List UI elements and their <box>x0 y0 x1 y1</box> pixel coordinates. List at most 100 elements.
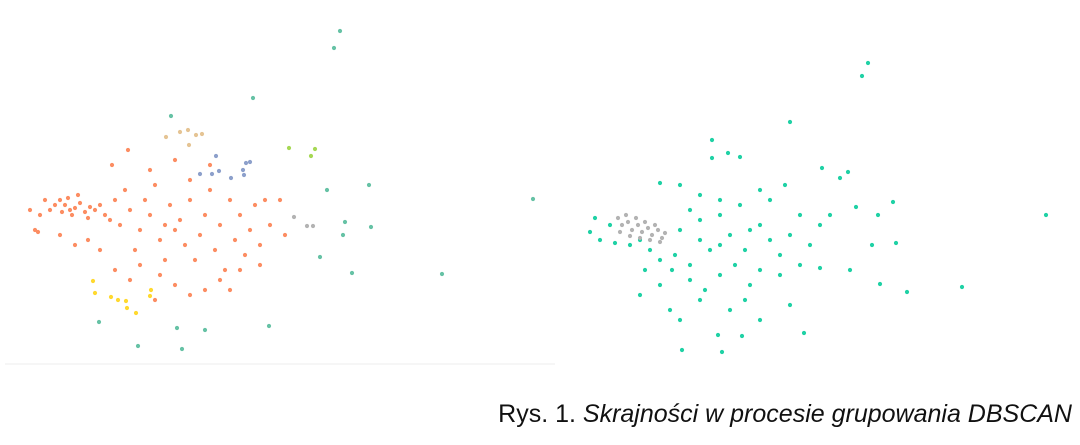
point <box>186 142 192 148</box>
point <box>677 182 683 188</box>
point <box>697 237 703 243</box>
point <box>72 205 78 211</box>
point <box>657 239 663 245</box>
point <box>97 247 103 253</box>
point <box>96 319 102 325</box>
point <box>32 227 38 233</box>
point <box>72 242 78 248</box>
point <box>257 242 263 248</box>
point <box>817 265 823 271</box>
point <box>137 262 143 268</box>
point <box>115 297 121 303</box>
point <box>162 222 168 228</box>
point <box>132 247 138 253</box>
point <box>959 284 965 290</box>
point <box>102 212 108 218</box>
point <box>893 240 899 246</box>
point <box>847 267 853 273</box>
point <box>90 278 96 284</box>
point <box>182 242 188 248</box>
point <box>1043 212 1049 218</box>
point <box>172 157 178 163</box>
point <box>241 172 247 178</box>
point <box>717 272 723 278</box>
point <box>717 242 723 248</box>
caption-label: Rys. 1. <box>498 400 576 428</box>
point <box>277 197 283 203</box>
point <box>237 212 243 218</box>
point <box>167 202 173 208</box>
point <box>657 180 663 186</box>
point <box>627 242 633 248</box>
point <box>267 222 273 228</box>
point <box>787 119 793 125</box>
point <box>217 222 223 228</box>
point <box>727 232 733 238</box>
point <box>687 207 693 213</box>
point <box>619 222 625 228</box>
point <box>152 182 158 188</box>
point <box>767 197 773 203</box>
point <box>67 207 73 213</box>
point <box>148 287 154 293</box>
point <box>890 199 896 205</box>
point <box>853 204 859 210</box>
point <box>127 207 133 213</box>
point <box>317 254 323 260</box>
point <box>530 196 536 202</box>
point <box>725 150 731 156</box>
point <box>199 131 205 137</box>
point <box>642 219 648 225</box>
point <box>87 204 93 210</box>
point <box>242 252 248 258</box>
point <box>57 197 63 203</box>
point <box>216 168 222 174</box>
point <box>739 333 745 339</box>
point <box>817 222 823 228</box>
point <box>262 197 268 203</box>
point <box>177 217 183 223</box>
point <box>659 235 665 241</box>
point <box>109 162 115 168</box>
point <box>368 224 374 230</box>
caption-text: Skrajności w procesie grupowania DBSCAN <box>582 400 1072 428</box>
point <box>737 202 743 208</box>
point <box>217 277 223 283</box>
point <box>737 154 743 160</box>
point <box>286 145 292 151</box>
point <box>92 207 98 213</box>
point <box>227 287 233 293</box>
point <box>324 187 330 193</box>
point <box>669 267 675 273</box>
point <box>187 177 193 183</box>
point <box>133 310 139 316</box>
point <box>677 227 683 233</box>
point <box>687 262 693 268</box>
point <box>212 247 218 253</box>
point <box>257 262 263 268</box>
point <box>112 197 118 203</box>
point <box>819 165 825 171</box>
caption: Rys. 1. Skrajności w procesie grupowania… <box>498 400 1072 429</box>
point <box>185 127 191 133</box>
point <box>152 297 158 303</box>
point <box>122 187 128 193</box>
point <box>657 282 663 288</box>
point <box>617 229 623 235</box>
point <box>232 237 238 243</box>
point <box>709 137 715 143</box>
point <box>108 294 114 300</box>
point <box>757 267 763 273</box>
point <box>647 247 653 253</box>
point <box>97 202 103 208</box>
point <box>172 227 178 233</box>
point <box>647 237 653 243</box>
point <box>717 212 723 218</box>
point <box>35 229 41 235</box>
point <box>337 28 343 34</box>
point <box>827 212 833 218</box>
point <box>782 182 788 188</box>
point <box>657 257 663 263</box>
point <box>202 287 208 293</box>
point <box>777 272 783 278</box>
